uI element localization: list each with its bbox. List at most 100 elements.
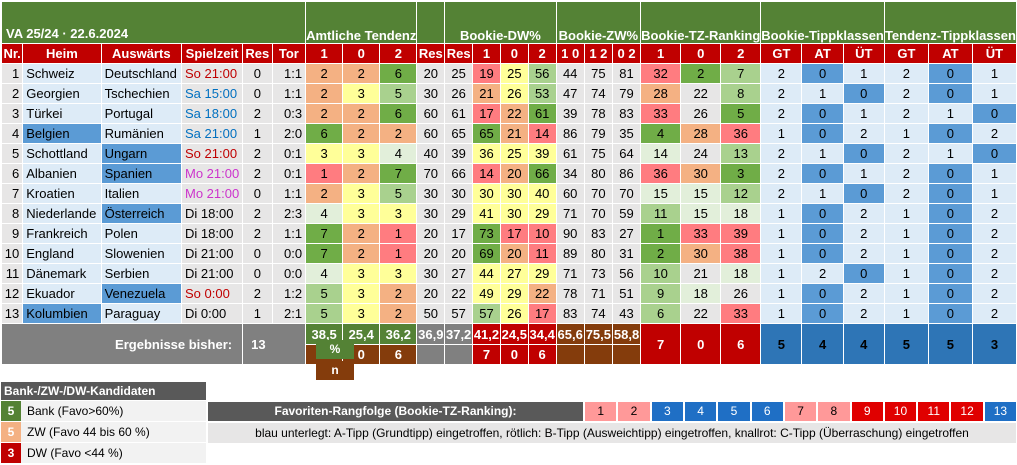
tend-at-cell[interactable]: 1	[928, 144, 972, 163]
tendency-2-cell[interactable]: 1	[380, 244, 417, 263]
dw-1-cell[interactable]: 44	[473, 264, 500, 283]
dw-0-cell[interactable]: 29	[500, 284, 528, 303]
kickoff-time-cell[interactable]: Di 0:00	[182, 304, 243, 323]
col-header[interactable]: 0 2	[612, 44, 641, 63]
tipp-at-cell[interactable]: 1	[802, 184, 843, 203]
tend-gt-cell[interactable]: 1	[884, 284, 928, 303]
tipp-ut-cell[interactable]: 2	[843, 204, 884, 223]
dw-1-cell[interactable]: 57	[473, 304, 500, 323]
result-cell[interactable]: 0	[243, 264, 272, 283]
tendency-0-cell[interactable]: 2	[343, 164, 380, 183]
col-header[interactable]: 2	[528, 44, 556, 63]
away-team-cell[interactable]: Polen	[101, 224, 182, 243]
tendency-1-cell[interactable]: 3	[306, 144, 343, 163]
dw-res-cell[interactable]: 22	[445, 284, 473, 303]
tendency-1-cell[interactable]: 2	[306, 64, 343, 83]
zw-12-cell[interactable]: 75	[584, 144, 612, 163]
zw-02-cell[interactable]: 31	[612, 244, 641, 263]
dw-0-cell[interactable]: 17	[500, 224, 528, 243]
rank-1-cell[interactable]: 10	[641, 264, 681, 283]
tendency-res-cell[interactable]: 50	[417, 304, 445, 323]
rank-1-cell[interactable]: 4	[641, 124, 681, 143]
tendency-0-cell[interactable]: 3	[343, 304, 380, 323]
dw-0-cell[interactable]: 26	[500, 304, 528, 323]
dw-2-cell[interactable]: 11	[528, 244, 556, 263]
dw-1-cell[interactable]: 41	[473, 204, 500, 223]
dw-0-cell[interactable]: 25	[500, 144, 528, 163]
tend-at-cell[interactable]: 0	[928, 304, 972, 323]
tend-ut-cell[interactable]: 0	[972, 144, 1016, 163]
col-header[interactable]: ÜT	[843, 44, 884, 63]
zw-12-cell[interactable]: 80	[584, 164, 612, 183]
result-cell[interactable]: 2	[243, 224, 272, 243]
dw-2-cell[interactable]: 10	[528, 224, 556, 243]
tendency-1-cell[interactable]: 7	[306, 224, 343, 243]
kickoff-time-cell[interactable]: Mo 21:00	[182, 184, 243, 203]
rank-1-cell[interactable]: 36	[641, 164, 681, 183]
dw-1-cell[interactable]: 36	[473, 144, 500, 163]
zw-12-cell[interactable]: 80	[584, 244, 612, 263]
result-cell[interactable]: 2	[243, 164, 272, 183]
dw-2-cell[interactable]: 53	[528, 84, 556, 103]
tendency-1-cell[interactable]: 2	[306, 184, 343, 203]
tendency-0-cell[interactable]: 3	[343, 84, 380, 103]
zw-10-cell[interactable]: 86	[556, 124, 584, 143]
tend-ut-cell[interactable]: 1	[972, 164, 1016, 183]
tipp-ut-cell[interactable]: 2	[843, 244, 884, 263]
zw-12-cell[interactable]: 83	[584, 224, 612, 243]
col-header[interactable]: 1	[641, 44, 681, 63]
tend-at-cell[interactable]: 0	[928, 204, 972, 223]
away-team-cell[interactable]: Ungarn	[101, 144, 182, 163]
col-header[interactable]: 0	[681, 44, 721, 63]
rank-1-cell[interactable]: 15	[641, 184, 681, 203]
tendency-1-cell[interactable]: 4	[306, 264, 343, 283]
dw-1-cell[interactable]: 49	[473, 284, 500, 303]
match-nr-cell[interactable]: 8	[2, 204, 23, 223]
zw-10-cell[interactable]: 89	[556, 244, 584, 263]
zw-12-cell[interactable]: 73	[584, 264, 612, 283]
dw-res-cell[interactable]: 20	[445, 244, 473, 263]
zw-02-cell[interactable]: 27	[612, 224, 641, 243]
rank-2-cell[interactable]: 38	[721, 244, 761, 263]
tendency-2-cell[interactable]: 3	[380, 264, 417, 283]
dw-0-cell[interactable]: 22	[500, 104, 528, 123]
rank-1-cell[interactable]: 9	[641, 284, 681, 303]
tipp-ut-cell[interactable]: 2	[843, 124, 884, 143]
dw-res-cell[interactable]: 27	[445, 264, 473, 283]
rank-2-cell[interactable]: 18	[721, 204, 761, 223]
tendency-res-cell[interactable]: 30	[417, 84, 445, 103]
tipp-gt-cell[interactable]: 1	[761, 244, 802, 263]
tipp-at-cell[interactable]: 0	[802, 244, 843, 263]
tend-gt-cell[interactable]: 1	[884, 224, 928, 243]
match-nr-cell[interactable]: 13	[2, 304, 23, 323]
tend-at-cell[interactable]: 1	[928, 104, 972, 123]
tendency-res-cell[interactable]: 40	[417, 144, 445, 163]
tend-at-cell[interactable]: 0	[928, 224, 972, 243]
score-cell[interactable]: 0:0	[272, 264, 306, 283]
tend-at-cell[interactable]: 0	[928, 244, 972, 263]
col-header[interactable]: 0	[343, 44, 380, 63]
tipp-ut-cell[interactable]: 1	[843, 104, 884, 123]
dw-1-cell[interactable]: 30	[473, 184, 500, 203]
tipp-gt-cell[interactable]: 1	[761, 284, 802, 303]
col-header[interactable]: GT	[761, 44, 802, 63]
score-cell[interactable]: 1:1	[272, 224, 306, 243]
tend-gt-cell[interactable]: 1	[884, 304, 928, 323]
tend-gt-cell[interactable]: 2	[884, 104, 928, 123]
tipp-at-cell[interactable]: 0	[802, 224, 843, 243]
tipp-at-cell[interactable]: 2	[802, 264, 843, 283]
dw-res-cell[interactable]: 65	[445, 124, 473, 143]
col-header[interactable]: ÜT	[972, 44, 1016, 63]
dw-0-cell[interactable]: 30	[500, 204, 528, 223]
tipp-gt-cell[interactable]: 2	[761, 104, 802, 123]
zw-10-cell[interactable]: 34	[556, 164, 584, 183]
zw-02-cell[interactable]: 79	[612, 84, 641, 103]
col-header[interactable]: AT	[802, 44, 843, 63]
rank-0-cell[interactable]: 26	[681, 104, 721, 123]
tendency-0-cell[interactable]: 2	[343, 244, 380, 263]
score-cell[interactable]: 0:0	[272, 244, 306, 263]
col-header[interactable]: Spielzeit	[182, 44, 243, 63]
zw-10-cell[interactable]: 78	[556, 284, 584, 303]
dw-2-cell[interactable]: 14	[528, 124, 556, 143]
home-team-cell[interactable]: Georgien	[23, 84, 101, 103]
